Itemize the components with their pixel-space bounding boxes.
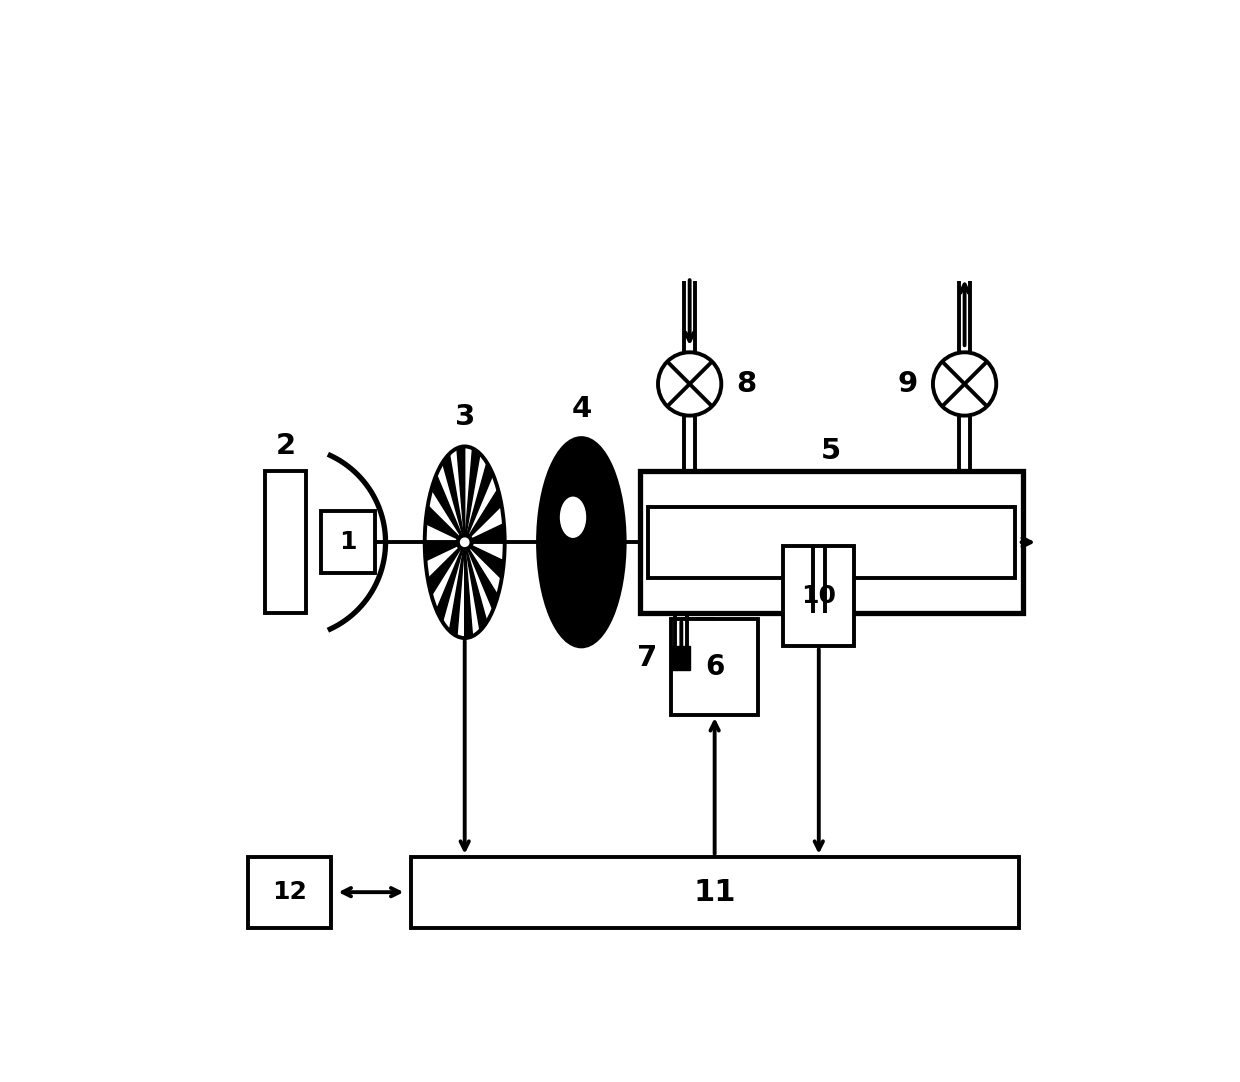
Polygon shape bbox=[456, 447, 465, 542]
Polygon shape bbox=[436, 542, 465, 622]
Bar bbox=[784, 546, 854, 646]
Polygon shape bbox=[465, 542, 498, 610]
Text: 12: 12 bbox=[273, 880, 308, 905]
Bar bbox=[265, 472, 306, 613]
Circle shape bbox=[658, 353, 722, 415]
Polygon shape bbox=[465, 448, 480, 542]
Bar bbox=[410, 857, 1019, 927]
Ellipse shape bbox=[560, 498, 585, 538]
Text: 7: 7 bbox=[637, 644, 657, 672]
Polygon shape bbox=[449, 542, 465, 636]
Polygon shape bbox=[428, 542, 465, 595]
Text: 9: 9 bbox=[898, 370, 918, 398]
Polygon shape bbox=[465, 489, 502, 542]
Polygon shape bbox=[465, 542, 487, 631]
Circle shape bbox=[460, 538, 469, 546]
Polygon shape bbox=[425, 505, 465, 542]
Bar bbox=[248, 857, 331, 927]
Polygon shape bbox=[465, 542, 472, 638]
Text: 5: 5 bbox=[821, 437, 842, 464]
Polygon shape bbox=[432, 475, 465, 542]
Text: 8: 8 bbox=[737, 370, 756, 398]
Polygon shape bbox=[425, 542, 465, 560]
Circle shape bbox=[932, 353, 996, 415]
Text: 6: 6 bbox=[706, 654, 724, 682]
Ellipse shape bbox=[538, 438, 625, 646]
Circle shape bbox=[456, 533, 472, 551]
Polygon shape bbox=[465, 463, 494, 542]
Text: 3: 3 bbox=[455, 404, 475, 432]
Text: 4: 4 bbox=[572, 395, 591, 423]
Bar bbox=[671, 619, 759, 715]
Text: 10: 10 bbox=[801, 584, 836, 608]
Bar bbox=[649, 506, 1014, 578]
Polygon shape bbox=[465, 524, 505, 542]
Text: 2: 2 bbox=[275, 433, 295, 461]
Bar bbox=[321, 511, 376, 573]
Polygon shape bbox=[443, 453, 465, 542]
Bar bbox=[672, 646, 691, 670]
Bar bbox=[640, 472, 1023, 613]
Polygon shape bbox=[465, 542, 503, 579]
Text: 1: 1 bbox=[340, 530, 357, 554]
Text: 11: 11 bbox=[693, 878, 735, 907]
